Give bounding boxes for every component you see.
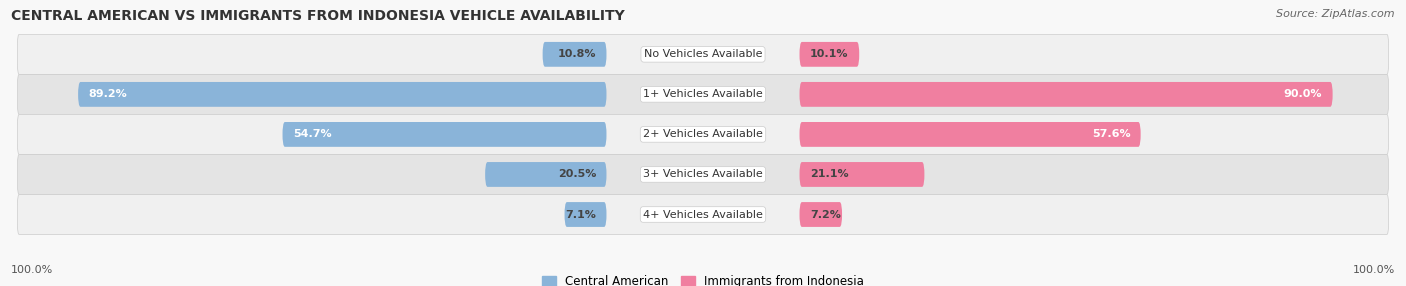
Text: Source: ZipAtlas.com: Source: ZipAtlas.com (1277, 9, 1395, 19)
FancyBboxPatch shape (283, 122, 606, 147)
FancyBboxPatch shape (17, 34, 1389, 74)
FancyBboxPatch shape (17, 74, 1389, 114)
FancyBboxPatch shape (800, 122, 1140, 147)
Text: 2+ Vehicles Available: 2+ Vehicles Available (643, 130, 763, 139)
FancyBboxPatch shape (564, 202, 606, 227)
Text: 54.7%: 54.7% (292, 130, 332, 139)
FancyBboxPatch shape (17, 194, 1389, 235)
Text: 89.2%: 89.2% (89, 90, 127, 99)
FancyBboxPatch shape (800, 162, 925, 187)
Text: 4+ Vehicles Available: 4+ Vehicles Available (643, 210, 763, 219)
Text: 57.6%: 57.6% (1092, 130, 1130, 139)
Text: 10.1%: 10.1% (810, 49, 848, 59)
Text: 7.2%: 7.2% (810, 210, 841, 219)
Text: CENTRAL AMERICAN VS IMMIGRANTS FROM INDONESIA VEHICLE AVAILABILITY: CENTRAL AMERICAN VS IMMIGRANTS FROM INDO… (11, 9, 626, 23)
FancyBboxPatch shape (800, 202, 842, 227)
Legend: Central American, Immigrants from Indonesia: Central American, Immigrants from Indone… (537, 270, 869, 286)
Text: 100.0%: 100.0% (11, 265, 53, 275)
Text: 7.1%: 7.1% (565, 210, 596, 219)
Text: No Vehicles Available: No Vehicles Available (644, 49, 762, 59)
Text: 20.5%: 20.5% (558, 170, 596, 179)
FancyBboxPatch shape (79, 82, 606, 107)
FancyBboxPatch shape (485, 162, 606, 187)
FancyBboxPatch shape (800, 42, 859, 67)
Text: 1+ Vehicles Available: 1+ Vehicles Available (643, 90, 763, 99)
Text: 10.8%: 10.8% (558, 49, 596, 59)
FancyBboxPatch shape (543, 42, 606, 67)
Text: 21.1%: 21.1% (810, 170, 848, 179)
FancyBboxPatch shape (17, 154, 1389, 194)
FancyBboxPatch shape (800, 82, 1333, 107)
Text: 3+ Vehicles Available: 3+ Vehicles Available (643, 170, 763, 179)
Text: 90.0%: 90.0% (1284, 90, 1323, 99)
FancyBboxPatch shape (17, 114, 1389, 154)
Text: 100.0%: 100.0% (1353, 265, 1395, 275)
